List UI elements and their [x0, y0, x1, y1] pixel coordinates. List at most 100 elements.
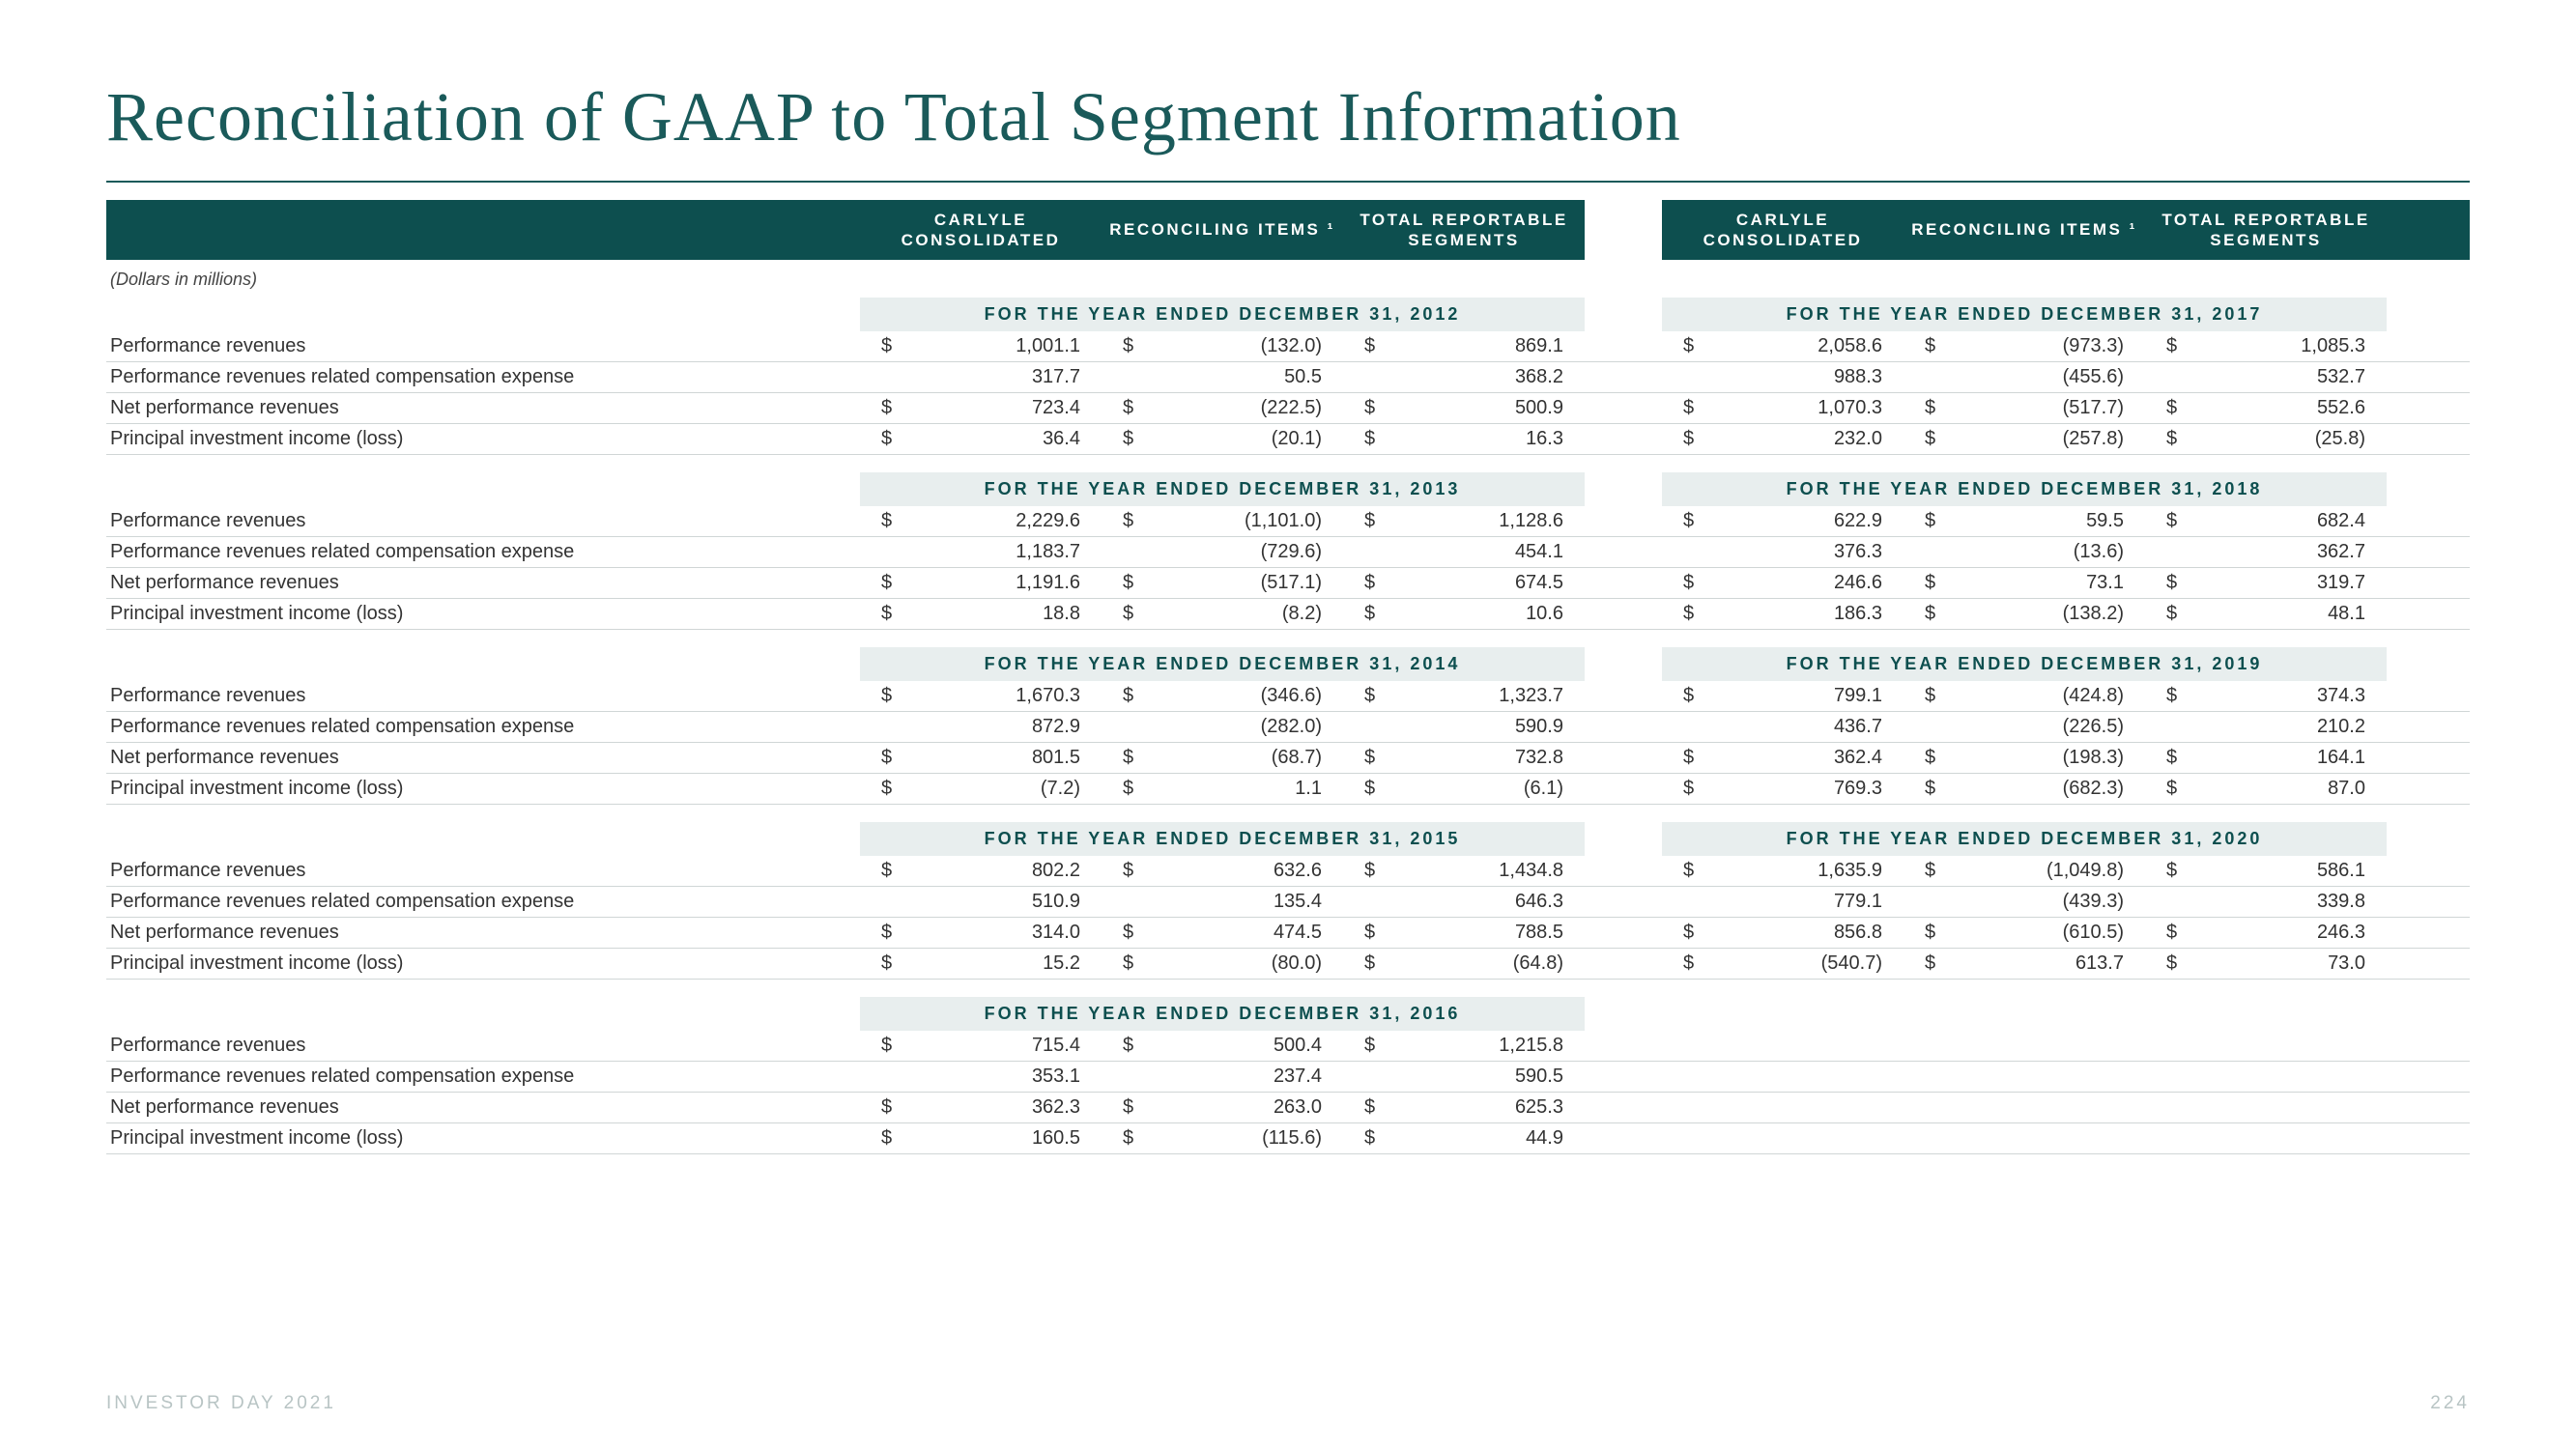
currency-symbol: $: [1343, 1035, 1374, 1057]
value-cell: 590.5: [1374, 1065, 1585, 1088]
currency-symbol: $: [1102, 952, 1132, 975]
value-cell: 164.1: [2176, 747, 2387, 769]
page-title: Reconciliation of GAAP to Total Segment …: [106, 77, 2470, 183]
value-cell: 362.3: [891, 1096, 1102, 1119]
currency-symbol: $: [1343, 952, 1374, 975]
row-label: Performance revenues related compensatio…: [106, 537, 860, 567]
value-cell: 632.6: [1132, 860, 1343, 882]
currency-symbol: $: [1662, 860, 1693, 882]
value-cell: 1,183.7: [891, 541, 1102, 563]
value-cell: 186.3: [1693, 603, 1903, 625]
value-cell: (729.6): [1132, 541, 1343, 563]
row-label: Performance revenues related compensatio…: [106, 1062, 860, 1092]
value-cell: 1,670.3: [891, 685, 1102, 707]
currency-symbol: $: [1662, 428, 1693, 450]
table-row: Performance revenues$715.4$500.4$1,215.8: [106, 1031, 2470, 1062]
row-label: Net performance revenues: [106, 393, 860, 423]
currency-symbol: $: [2145, 510, 2176, 532]
value-cell: 135.4: [1132, 891, 1343, 913]
currency-symbol: $: [1903, 922, 1934, 944]
currency-symbol: $: [2145, 335, 2176, 357]
table-row: Performance revenues related compensatio…: [106, 537, 2470, 568]
value-cell: 613.7: [1934, 952, 2145, 975]
value-cell: 237.4: [1132, 1065, 1343, 1088]
value-cell: 15.2: [891, 952, 1102, 975]
currency-symbol: $: [1343, 603, 1374, 625]
currency-symbol: $: [1343, 335, 1374, 357]
currency-symbol: $: [1662, 747, 1693, 769]
value-cell: (1,101.0): [1132, 510, 1343, 532]
value-cell: 314.0: [891, 922, 1102, 944]
table-row: Performance revenues$1,001.1$(132.0)$869…: [106, 331, 2470, 362]
value-cell: 73.0: [2176, 952, 2387, 975]
table-row: Net performance revenues$314.0$474.5$788…: [106, 918, 2470, 949]
currency-symbol: $: [860, 952, 891, 975]
table-row: Net performance revenues$801.5$(68.7)$73…: [106, 743, 2470, 774]
currency-symbol: $: [860, 397, 891, 419]
value-cell: 799.1: [1693, 685, 1903, 707]
currency-symbol: $: [1102, 335, 1132, 357]
value-cell: 436.7: [1693, 716, 1903, 738]
value-cell: 1,085.3: [2176, 335, 2387, 357]
value-cell: (13.6): [1934, 541, 2145, 563]
row-label: Performance revenues: [106, 506, 860, 536]
value-cell: (20.1): [1132, 428, 1343, 450]
value-cell: 160.5: [891, 1127, 1102, 1150]
currency-symbol: $: [860, 603, 891, 625]
table-row: Performance revenues related compensatio…: [106, 1062, 2470, 1093]
value-cell: 1,434.8: [1374, 860, 1585, 882]
row-label: Performance revenues: [106, 1031, 860, 1061]
year-header: FOR THE YEAR ENDED DECEMBER 31, 2013: [860, 472, 1585, 506]
value-cell: 532.7: [2176, 366, 2387, 388]
value-cell: 16.3: [1374, 428, 1585, 450]
value-cell: 2,058.6: [1693, 335, 1903, 357]
value-cell: 625.3: [1374, 1096, 1585, 1119]
currency-symbol: $: [2145, 952, 2176, 975]
value-cell: 362.4: [1693, 747, 1903, 769]
currency-symbol: $: [860, 1096, 891, 1119]
value-cell: 1,323.7: [1374, 685, 1585, 707]
value-cell: (540.7): [1693, 952, 1903, 975]
value-cell: (198.3): [1934, 747, 2145, 769]
currency-symbol: $: [860, 685, 891, 707]
value-cell: 869.1: [1374, 335, 1585, 357]
value-cell: 586.1: [2176, 860, 2387, 882]
value-cell: (973.3): [1934, 335, 2145, 357]
column-header-bar: CARLYLE CONSOLIDATED RECONCILING ITEMS ¹…: [106, 200, 2470, 260]
currency-symbol: $: [1102, 778, 1132, 800]
currency-symbol: $: [1102, 572, 1132, 594]
value-cell: (517.7): [1934, 397, 2145, 419]
value-cell: 18.8: [891, 603, 1102, 625]
value-cell: 210.2: [2176, 716, 2387, 738]
value-cell: 374.3: [2176, 685, 2387, 707]
currency-symbol: $: [1903, 397, 1934, 419]
value-cell: (346.6): [1132, 685, 1343, 707]
year-header: FOR THE YEAR ENDED DECEMBER 31, 2017: [1662, 298, 2387, 331]
col-header-segments-2: TOTAL REPORTABLE SEGMENTS: [2145, 204, 2387, 257]
value-cell: 1,070.3: [1693, 397, 1903, 419]
value-cell: 353.1: [891, 1065, 1102, 1088]
currency-symbol: $: [1102, 1035, 1132, 1057]
currency-symbol: $: [1662, 397, 1693, 419]
currency-symbol: $: [1903, 603, 1934, 625]
row-label: Net performance revenues: [106, 743, 860, 773]
value-cell: 1,128.6: [1374, 510, 1585, 532]
value-cell: (7.2): [891, 778, 1102, 800]
value-cell: (80.0): [1132, 952, 1343, 975]
currency-symbol: $: [1662, 952, 1693, 975]
table-row: Performance revenues$2,229.6$(1,101.0)$1…: [106, 506, 2470, 537]
row-label: Principal investment income (loss): [106, 1123, 860, 1153]
page-footer: INVESTOR DAY 2021 224: [106, 1393, 2470, 1414]
value-cell: 552.6: [2176, 397, 2387, 419]
value-cell: (25.8): [2176, 428, 2387, 450]
row-label: Net performance revenues: [106, 568, 860, 598]
currency-symbol: $: [2145, 428, 2176, 450]
value-cell: (226.5): [1934, 716, 2145, 738]
value-cell: 246.6: [1693, 572, 1903, 594]
value-cell: 10.6: [1374, 603, 1585, 625]
currency-symbol: $: [2145, 860, 2176, 882]
value-cell: 1,191.6: [891, 572, 1102, 594]
value-cell: (424.8): [1934, 685, 2145, 707]
reconciliation-table: FOR THE YEAR ENDED DECEMBER 31, 2012FOR …: [106, 298, 2470, 1154]
value-cell: 87.0: [2176, 778, 2387, 800]
